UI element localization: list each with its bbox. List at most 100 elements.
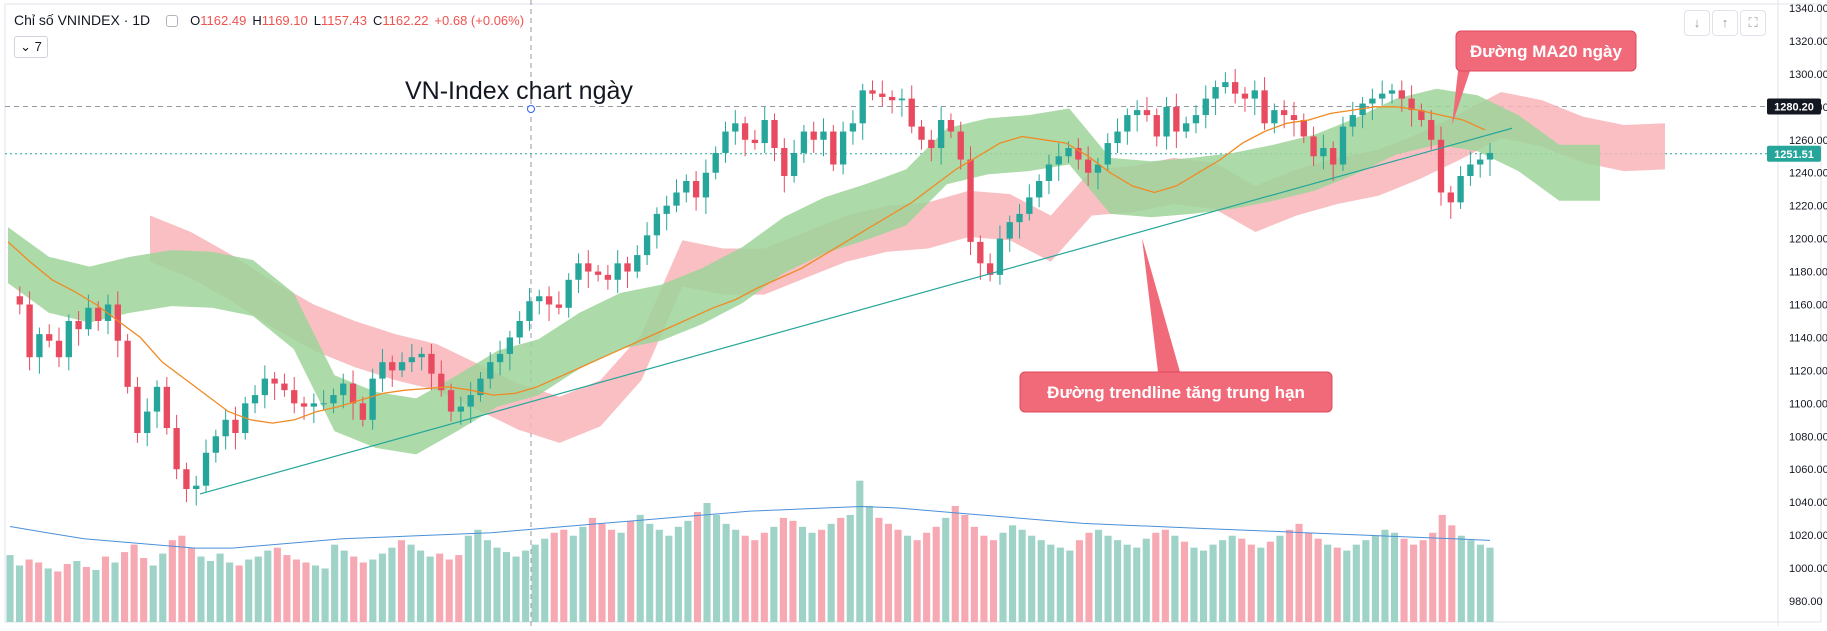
- candle-body: [1114, 131, 1121, 144]
- volume-bar: [168, 540, 176, 622]
- high-label: H: [252, 13, 262, 28]
- volume-bar: [1009, 525, 1017, 622]
- candle-body: [379, 362, 386, 379]
- volume-bar: [1390, 532, 1399, 622]
- volume-bar: [741, 535, 749, 622]
- candle-body: [418, 353, 425, 358]
- volume-bar: [321, 568, 329, 622]
- candle-body: [369, 378, 376, 420]
- volume-bar: [999, 532, 1007, 622]
- volume-bar: [1285, 529, 1294, 622]
- volume-bar: [1400, 538, 1408, 622]
- open-value: 1162.49: [200, 13, 247, 28]
- candle-body: [193, 485, 200, 489]
- candle-body: [1045, 164, 1053, 181]
- volume-bar: [73, 561, 81, 622]
- volume-bar: [397, 540, 406, 622]
- candle-body: [1457, 176, 1464, 203]
- volume-bar: [44, 568, 52, 622]
- volume-bar: [588, 517, 597, 622]
- candle-body: [320, 403, 327, 405]
- candle-body: [506, 337, 514, 354]
- volume-bar: [722, 523, 730, 622]
- candle-body: [663, 205, 670, 214]
- volume-bar: [254, 556, 262, 622]
- candle-body: [1173, 106, 1180, 132]
- volume-bar: [283, 555, 291, 622]
- move-down-button[interactable]: ↓: [1684, 10, 1710, 36]
- volume-bar: [1295, 523, 1303, 622]
- candle-body: [26, 304, 33, 358]
- candle-body: [996, 238, 1004, 275]
- indicators-collapse-button[interactable]: ⌄ 7: [14, 36, 48, 58]
- candle-body: [1006, 222, 1013, 239]
- volume-bar: [445, 559, 453, 622]
- candle-body: [1379, 93, 1386, 99]
- symbol-header: Chỉ số VNINDEX · 1D O1162.49 H1169.10 L1157…: [14, 12, 524, 28]
- indicator-count: 7: [34, 39, 42, 54]
- arrow-up-icon: ↑: [1721, 15, 1729, 30]
- volume-bar: [436, 553, 444, 622]
- visibility-toggle-icon[interactable]: [166, 15, 179, 28]
- volume-bar: [1276, 535, 1284, 622]
- y-tick-label: 1180.00: [1789, 267, 1827, 279]
- fullscreen-button[interactable]: ⛶: [1740, 10, 1766, 36]
- candle-body: [251, 395, 259, 404]
- candle-body: [447, 390, 455, 412]
- volume-bar: [865, 505, 873, 622]
- candle-body: [1084, 159, 1092, 173]
- candle-body: [800, 131, 808, 153]
- candle-body: [1477, 159, 1484, 165]
- trendline: [199, 127, 1513, 495]
- volume-bar: [187, 547, 195, 622]
- candle-body: [643, 235, 651, 256]
- volume-bar: [1343, 550, 1351, 622]
- y-tick-label: 1100.00: [1789, 398, 1827, 410]
- volume-bar: [1410, 544, 1418, 622]
- candle-body: [1124, 115, 1131, 132]
- move-up-button[interactable]: ↑: [1712, 10, 1738, 36]
- volume-bar: [636, 514, 644, 622]
- volume-bar: [1047, 544, 1055, 622]
- candle-body: [95, 307, 102, 321]
- volume-bar: [311, 565, 320, 622]
- symbol-title[interactable]: Chỉ số VNINDEX · 1D: [14, 12, 151, 28]
- volume-bar: [378, 553, 386, 622]
- volume-bar: [1257, 547, 1265, 622]
- candle-body: [516, 320, 523, 338]
- price-label-text: 1280.20: [1774, 102, 1814, 114]
- volume-bar: [1180, 541, 1189, 622]
- volume-bar: [789, 520, 797, 622]
- candle-body: [134, 386, 141, 433]
- volume-bar: [140, 558, 148, 622]
- y-tick-label: 1080.00: [1789, 431, 1827, 443]
- candle-body: [359, 403, 367, 420]
- volume-bar: [159, 553, 167, 622]
- candle-body: [771, 120, 778, 149]
- volume-bar: [665, 535, 673, 622]
- price-label-text: 1251.51: [1774, 149, 1814, 161]
- volume-bar: [512, 556, 520, 622]
- candle-body: [1251, 90, 1258, 99]
- candle-body: [1271, 110, 1278, 124]
- volume-bar: [502, 552, 511, 622]
- candle-body: [751, 139, 759, 144]
- volume-bar: [350, 556, 358, 622]
- candle-body: [1320, 148, 1327, 157]
- volume-bar: [531, 544, 539, 622]
- trendline-callout-text: Đường trendline tăng trung hạn: [1047, 383, 1305, 402]
- volume-bar: [607, 529, 616, 622]
- volume-bar: [82, 566, 90, 622]
- volume-bar: [550, 532, 558, 622]
- volume-bar: [1037, 540, 1045, 622]
- candle-body: [1290, 115, 1298, 121]
- candle-body: [692, 180, 700, 198]
- candle-body: [222, 419, 229, 437]
- candle-body: [1163, 106, 1170, 137]
- candle-body: [1222, 82, 1229, 88]
- volume-bar: [1429, 532, 1437, 622]
- candle-body: [1094, 164, 1102, 173]
- ma20-callout-text: Đường MA20 ngày: [1470, 42, 1622, 61]
